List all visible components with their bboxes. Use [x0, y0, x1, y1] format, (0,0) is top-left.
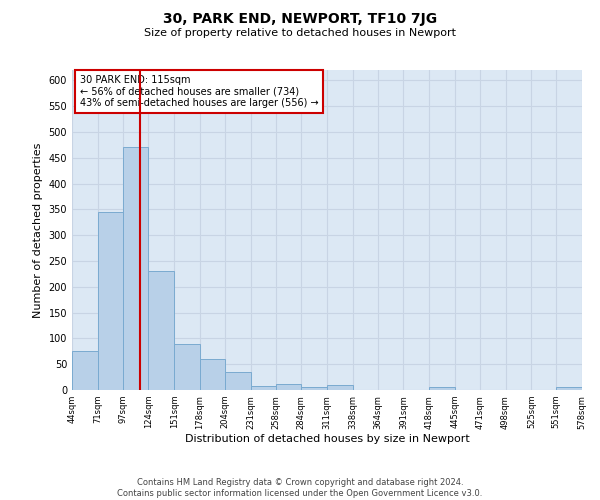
- Bar: [429, 388, 455, 390]
- Bar: [148, 272, 174, 390]
- X-axis label: Distribution of detached houses by size in Newport: Distribution of detached houses by size …: [185, 434, 469, 444]
- Bar: [327, 385, 353, 390]
- Bar: [122, 148, 148, 390]
- Bar: [251, 386, 277, 390]
- Y-axis label: Number of detached properties: Number of detached properties: [33, 142, 43, 318]
- Bar: [301, 388, 327, 390]
- Bar: [72, 352, 98, 390]
- Bar: [200, 359, 225, 390]
- Text: 30 PARK END: 115sqm
← 56% of detached houses are smaller (734)
43% of semi-detac: 30 PARK END: 115sqm ← 56% of detached ho…: [80, 75, 318, 108]
- Bar: [556, 388, 582, 390]
- Bar: [225, 372, 251, 390]
- Bar: [174, 344, 200, 390]
- Bar: [98, 212, 122, 390]
- Text: Contains HM Land Registry data © Crown copyright and database right 2024.
Contai: Contains HM Land Registry data © Crown c…: [118, 478, 482, 498]
- Text: Size of property relative to detached houses in Newport: Size of property relative to detached ho…: [144, 28, 456, 38]
- Text: 30, PARK END, NEWPORT, TF10 7JG: 30, PARK END, NEWPORT, TF10 7JG: [163, 12, 437, 26]
- Bar: [277, 384, 301, 390]
